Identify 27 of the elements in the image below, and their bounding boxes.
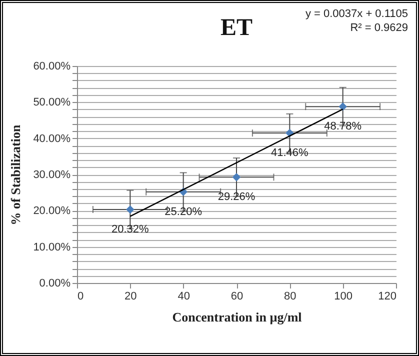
x-axis-title: Concentration in µg/ml bbox=[172, 310, 302, 324]
y-tick-label: 30.00% bbox=[33, 169, 71, 181]
y-tick-label: 20.00% bbox=[33, 205, 71, 218]
data-label: 41.46% bbox=[271, 147, 309, 160]
x-tick-label: 40 bbox=[178, 290, 190, 302]
y-tick-label: 0.00% bbox=[39, 278, 71, 290]
text: R² = 0.9629 bbox=[350, 22, 408, 34]
data-label: 20.32% bbox=[112, 224, 150, 236]
data-label: 29.26% bbox=[218, 191, 256, 204]
point bbox=[232, 172, 241, 182]
x-tick-label: 0 bbox=[78, 290, 84, 302]
point bbox=[126, 205, 134, 214]
text: y = 0.0037x + 0.1105 bbox=[305, 8, 408, 20]
y-tick-label: 10.00% bbox=[33, 241, 71, 254]
y-axis-title: % of Stabilization bbox=[8, 124, 24, 226]
x-tick-label: 20 bbox=[124, 290, 137, 302]
data-label: 25.20% bbox=[164, 206, 202, 218]
x-tick-label: 120 bbox=[378, 290, 396, 302]
x-tick-label: 100 bbox=[334, 290, 353, 302]
point bbox=[338, 102, 348, 111]
y-tick-label: 60.00% bbox=[33, 60, 71, 72]
y-tick-label: 50.00% bbox=[33, 96, 71, 109]
data-label: 48.78% bbox=[324, 120, 362, 133]
chart-title: ET bbox=[220, 15, 253, 41]
x-tick-label: 80 bbox=[284, 290, 296, 302]
x-tick-label: 60 bbox=[230, 290, 244, 302]
y-tick-label: 40.00% bbox=[33, 132, 71, 145]
